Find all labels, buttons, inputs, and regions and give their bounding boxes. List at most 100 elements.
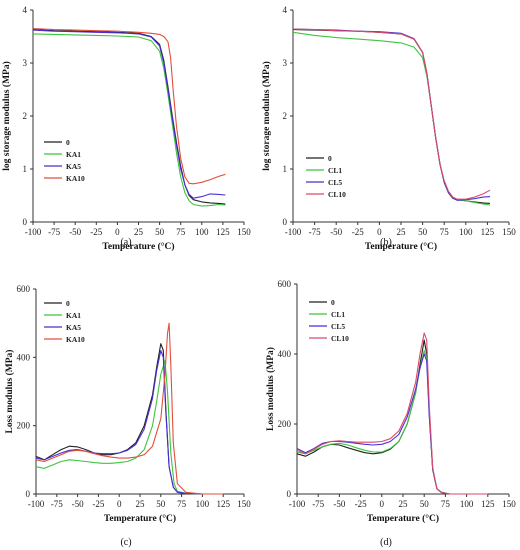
chart-panel-1: -100 -75 -50 -25 0 25 50 75 100 125 150 0 1 2 3 4 Temper… bbox=[1, 5, 251, 252]
legend-label: CL1 bbox=[331, 310, 345, 319]
series-line-cl10 bbox=[296, 332, 488, 495]
x-tick-label: -100 bbox=[285, 227, 302, 237]
x-tick-label: -75 bbox=[309, 227, 321, 237]
series-line-ka5 bbox=[32, 29, 226, 199]
x-tick-label: 150 bbox=[237, 227, 251, 237]
series-line-cl5 bbox=[296, 353, 488, 495]
panel-label: (b) bbox=[380, 237, 392, 248]
series-line-0 bbox=[296, 339, 488, 495]
legend: 0 CL1 CL5 CL10 bbox=[309, 298, 349, 343]
y-tick-label: 4 bbox=[283, 5, 288, 15]
series-line-0 bbox=[292, 29, 491, 204]
legend-label: KA10 bbox=[66, 174, 85, 183]
x-tick-label: -100 bbox=[28, 499, 45, 509]
legend-label: KA1 bbox=[66, 311, 81, 320]
panel-label: (c) bbox=[120, 537, 131, 548]
y-tick-label: 200 bbox=[17, 421, 31, 431]
x-tick-label: 0 bbox=[115, 227, 120, 237]
x-tick-label: 0 bbox=[117, 499, 122, 509]
x-axis-title: Temperature (°C) bbox=[102, 241, 174, 252]
x-tick-label: 50 bbox=[156, 499, 166, 509]
y-tick-label: 4 bbox=[23, 5, 28, 15]
y-tick-label: 400 bbox=[17, 352, 31, 362]
panel-label: (d) bbox=[380, 537, 392, 548]
series-line-cl5 bbox=[292, 28, 491, 201]
y-axis-title: log storage modulus (MPa) bbox=[261, 61, 272, 171]
legend-label: 0 bbox=[66, 299, 70, 308]
x-tick-label: 125 bbox=[216, 499, 230, 509]
y-tick-label: 600 bbox=[278, 279, 292, 289]
legend: 0 KA1 KA5 KA10 bbox=[44, 299, 85, 344]
legend-label: CL10 bbox=[331, 334, 349, 343]
y-axis-title: Loss modulus (MPa) bbox=[4, 350, 15, 434]
series-line-ka5 bbox=[35, 349, 224, 495]
legend-label: KA10 bbox=[66, 335, 85, 344]
x-tick-label: 50 bbox=[420, 499, 430, 509]
x-tick-label: -50 bbox=[69, 227, 81, 237]
y-tick-label: 0 bbox=[283, 217, 288, 227]
y-tick-label: 0 bbox=[287, 489, 292, 499]
x-axis-title: Temperature (°C) bbox=[104, 513, 176, 524]
legend-label: CL10 bbox=[328, 190, 346, 199]
x-tick-label: 75 bbox=[177, 499, 187, 509]
y-tick-label: 3 bbox=[283, 58, 288, 68]
y-tick-label: 600 bbox=[17, 284, 31, 294]
x-tick-label: 75 bbox=[440, 227, 450, 237]
legend-label: CL1 bbox=[328, 166, 342, 175]
y-tick-label: 400 bbox=[278, 349, 292, 359]
x-tick-label: -100 bbox=[289, 499, 306, 509]
series-line-ka10 bbox=[35, 322, 224, 495]
legend: 0 KA1 KA5 KA10 bbox=[44, 138, 85, 183]
x-tick-label: 25 bbox=[397, 227, 407, 237]
x-tick-label: 150 bbox=[237, 499, 251, 509]
y-tick-label: 1 bbox=[283, 164, 288, 174]
x-tick-label: -25 bbox=[355, 499, 367, 509]
x-tick-label: 100 bbox=[196, 499, 210, 509]
panel-label: (a) bbox=[120, 237, 131, 248]
chart-panel-4: -100 -75 -50 -25 0 25 50 75 100 125 150 0 200 400 600 T… bbox=[265, 279, 516, 548]
x-tick-label: -75 bbox=[312, 499, 324, 509]
x-tick-label: 50 bbox=[155, 227, 165, 237]
x-tick-label: 0 bbox=[380, 499, 385, 509]
x-axis-title: Temperature (°C) bbox=[365, 241, 437, 252]
x-tick-label: -75 bbox=[51, 499, 63, 509]
x-tick-label: -25 bbox=[90, 227, 102, 237]
legend-label: 0 bbox=[66, 138, 70, 147]
y-tick-label: 0 bbox=[26, 489, 31, 499]
legend-label: KA1 bbox=[66, 150, 81, 159]
x-tick-label: 25 bbox=[136, 499, 146, 509]
legend: 0 CL1 CL5 CL10 bbox=[306, 154, 346, 199]
y-tick-label: 1 bbox=[23, 164, 28, 174]
x-tick-label: -25 bbox=[352, 227, 364, 237]
x-tick-label: -25 bbox=[92, 499, 104, 509]
legend-label: 0 bbox=[328, 154, 332, 163]
x-tick-label: -50 bbox=[72, 499, 84, 509]
x-tick-label: -75 bbox=[48, 227, 60, 237]
x-tick-label: 125 bbox=[481, 499, 495, 509]
series-line-ka1 bbox=[32, 33, 226, 207]
chart-panel-3: -100 -75 -50 -25 0 25 50 75 100 125 150 0 200 400 600 T… bbox=[4, 284, 251, 548]
x-tick-label: -50 bbox=[333, 499, 345, 509]
series-line-cl1 bbox=[292, 31, 491, 206]
legend-label: CL5 bbox=[331, 322, 345, 331]
x-tick-label: 25 bbox=[134, 227, 144, 237]
legend-label: KA5 bbox=[66, 323, 81, 332]
x-tick-label: 150 bbox=[502, 499, 516, 509]
legend-label: CL5 bbox=[328, 178, 342, 187]
x-tick-label: 25 bbox=[399, 499, 409, 509]
x-tick-label: 125 bbox=[481, 227, 495, 237]
y-tick-label: 200 bbox=[278, 419, 292, 429]
series-line-ka1 bbox=[35, 360, 224, 495]
x-tick-label: 100 bbox=[195, 227, 209, 237]
y-tick-label: 2 bbox=[23, 111, 28, 121]
legend-label: 0 bbox=[331, 298, 335, 307]
x-axis-title: Temperature (°C) bbox=[367, 513, 439, 524]
legend-label: KA5 bbox=[66, 162, 81, 171]
y-axis-title: log storage modulus (MPa) bbox=[1, 61, 12, 171]
x-tick-label: 75 bbox=[176, 227, 186, 237]
series-line-0 bbox=[35, 343, 224, 495]
x-tick-label: 150 bbox=[502, 227, 516, 237]
x-tick-label: 100 bbox=[459, 227, 473, 237]
chart-panel-2: -100 -75 -50 -25 0 25 50 75 100 125 150 0 1 2 3 4 Temper… bbox=[261, 5, 516, 252]
